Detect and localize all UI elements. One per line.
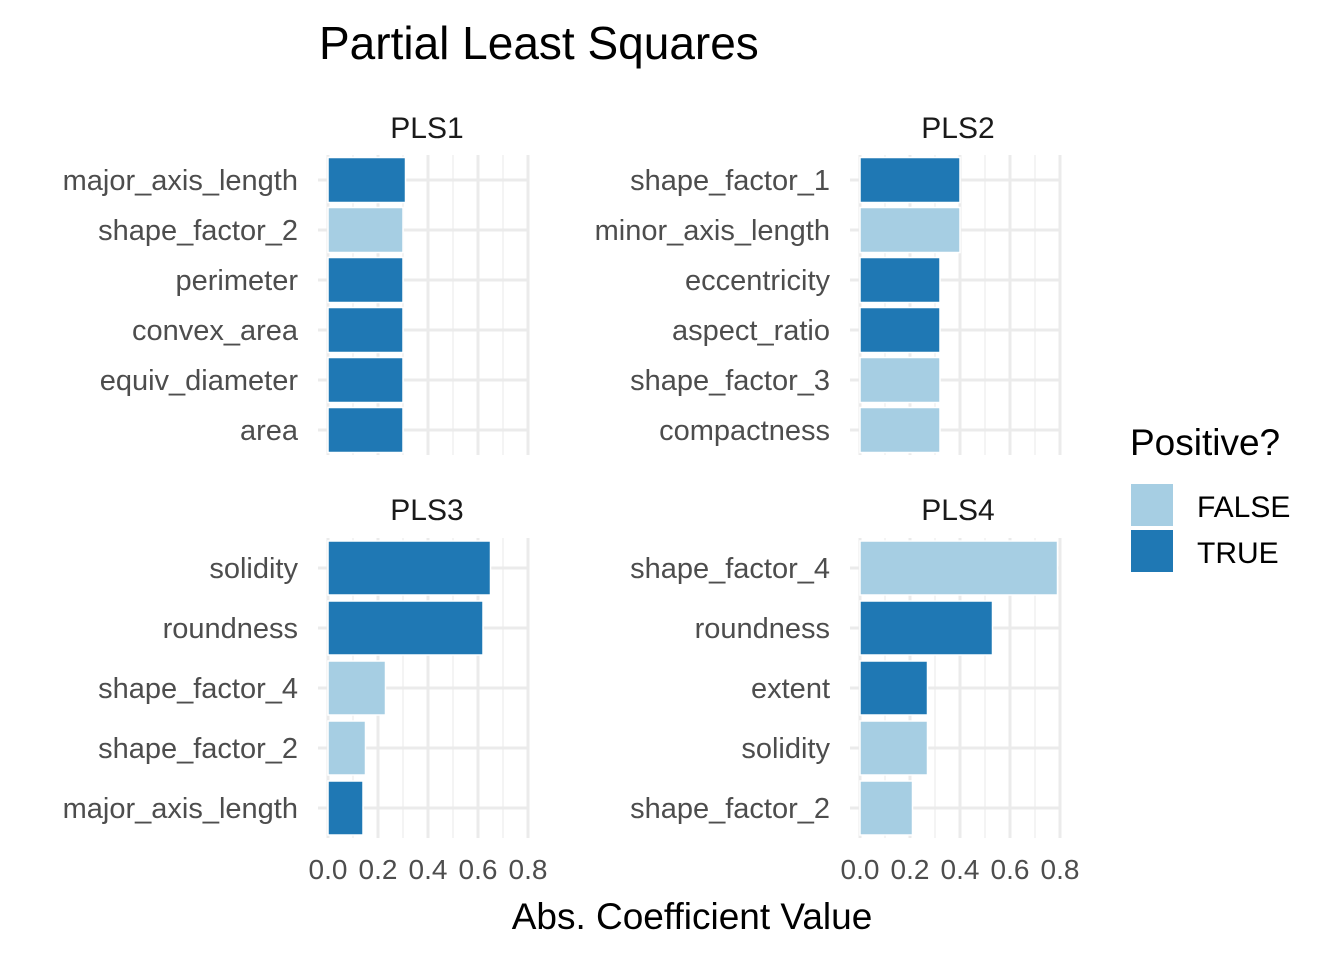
- bar-shape-factor-3: [859, 356, 941, 404]
- term-label: shape_factor_1: [630, 165, 830, 197]
- facet-panel-pls4: shape_factor_4 roundness extent solidity sha…: [630, 494, 1079, 885]
- bar-extent: [859, 660, 929, 716]
- bar-shape-factor-4: [327, 660, 387, 716]
- facet-strip-label: PLS4: [921, 494, 994, 527]
- bar-roundness: [327, 600, 484, 656]
- term-label: roundness: [163, 613, 298, 645]
- term-label: eccentricity: [685, 265, 831, 297]
- term-label: convex_area: [132, 315, 299, 347]
- term-label: shape_factor_2: [98, 733, 298, 765]
- facet-strip-label: PLS2: [921, 112, 994, 145]
- bar-shape-factor-2: [859, 780, 914, 836]
- legend-title: Positive?: [1130, 422, 1280, 463]
- bar-solidity: [327, 540, 492, 596]
- bar-roundness: [859, 600, 994, 656]
- bar-major-axis-length: [327, 780, 364, 836]
- term-label: extent: [751, 673, 830, 705]
- term-label: aspect_ratio: [672, 315, 830, 347]
- bar-convex-area: [327, 306, 404, 354]
- term-label: perimeter: [176, 265, 299, 297]
- bar-eccentricity: [859, 256, 941, 304]
- bar-shape-factor-4: [859, 540, 1059, 596]
- term-label: equiv_diameter: [100, 365, 299, 397]
- bar-minor-axis-length: [859, 206, 961, 254]
- bar-compactness: [859, 406, 941, 454]
- bar-shape-factor-1: [859, 156, 961, 204]
- bar-perimeter: [327, 256, 404, 304]
- bar-shape-factor-2: [327, 206, 404, 254]
- term-label: solidity: [209, 553, 298, 585]
- x-tick-label: 0.0: [841, 854, 880, 885]
- term-label: compactness: [659, 415, 830, 447]
- term-label: shape_factor_4: [98, 673, 298, 705]
- facet-panel-pls2: shape_factor_1 minor_axis_length eccentric…: [595, 112, 1062, 455]
- x-tick-label: 0.6: [991, 854, 1030, 885]
- x-tick-label: 0.2: [891, 854, 930, 885]
- bar-area: [327, 406, 404, 454]
- x-tick-label: 0.4: [941, 854, 980, 885]
- legend-key-true: [1131, 530, 1173, 572]
- bar-equiv-diameter: [327, 356, 404, 404]
- term-label: shape_factor_2: [98, 215, 298, 247]
- term-label: major_axis_length: [63, 165, 298, 197]
- term-label: area: [240, 415, 299, 447]
- term-label: shape_factor_4: [630, 553, 830, 585]
- legend-key-false: [1131, 484, 1173, 526]
- legend-label-true: TRUE: [1197, 537, 1279, 570]
- facet-strip-label: PLS1: [390, 112, 463, 145]
- x-tick-label: 0.8: [509, 854, 548, 885]
- x-tick-label: 0.4: [409, 854, 448, 885]
- bar-major-axis-length: [327, 156, 407, 204]
- facet-strip-label: PLS3: [390, 494, 463, 527]
- term-label: minor_axis_length: [595, 215, 830, 247]
- bar-shape-factor-2: [327, 720, 367, 776]
- x-tick-label: 0.2: [359, 854, 398, 885]
- x-tick-label: 0.0: [309, 854, 348, 885]
- x-tick-label: 0.8: [1041, 854, 1080, 885]
- term-label: solidity: [741, 733, 830, 765]
- bar-solidity: [859, 720, 929, 776]
- legend: Positive? FALSE TRUE: [1130, 422, 1290, 572]
- x-tick-label: 0.6: [459, 854, 498, 885]
- x-axis-title: Abs. Coefficient Value: [512, 896, 873, 937]
- facet-panel-pls3: solidity roundness shape_factor_4 shape_fac…: [63, 494, 548, 885]
- term-label: shape_factor_2: [630, 793, 830, 825]
- facet-panel-pls1: major_axis_length shape_factor_2 perimeter…: [63, 112, 530, 455]
- term-label: major_axis_length: [63, 793, 298, 825]
- term-label: shape_factor_3: [630, 365, 830, 397]
- bar-aspect-ratio: [859, 306, 941, 354]
- term-label: roundness: [695, 613, 830, 645]
- legend-label-false: FALSE: [1197, 491, 1290, 524]
- chart-title: Partial Least Squares: [319, 17, 759, 69]
- facet-panels: major_axis_length shape_factor_2 perimeter…: [63, 112, 1080, 885]
